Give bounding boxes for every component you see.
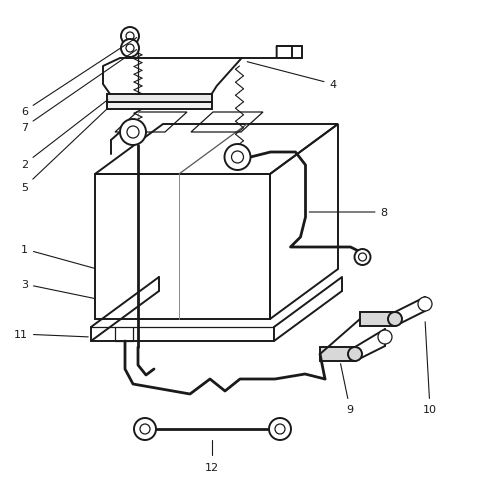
Polygon shape	[107, 103, 212, 110]
Circle shape	[348, 347, 362, 361]
Circle shape	[121, 28, 139, 46]
Circle shape	[134, 418, 156, 440]
Text: 6: 6	[21, 39, 137, 117]
Circle shape	[120, 120, 146, 146]
Text: 1: 1	[21, 244, 95, 269]
Text: 11: 11	[14, 329, 88, 339]
Polygon shape	[320, 347, 355, 361]
Text: 12: 12	[205, 462, 219, 472]
Circle shape	[121, 40, 139, 58]
Circle shape	[355, 249, 371, 266]
Circle shape	[225, 145, 251, 171]
Text: 4: 4	[247, 63, 336, 90]
Circle shape	[378, 330, 392, 344]
Circle shape	[388, 313, 402, 326]
Polygon shape	[107, 95, 212, 103]
Text: 3: 3	[21, 280, 94, 299]
Text: 8: 8	[309, 207, 388, 217]
Circle shape	[418, 298, 432, 312]
Text: 9: 9	[341, 364, 354, 414]
Text: 5: 5	[21, 110, 107, 192]
Circle shape	[269, 418, 291, 440]
Text: 7: 7	[21, 51, 137, 133]
Polygon shape	[360, 313, 395, 326]
Text: 2: 2	[21, 101, 108, 170]
Text: 10: 10	[423, 322, 437, 414]
